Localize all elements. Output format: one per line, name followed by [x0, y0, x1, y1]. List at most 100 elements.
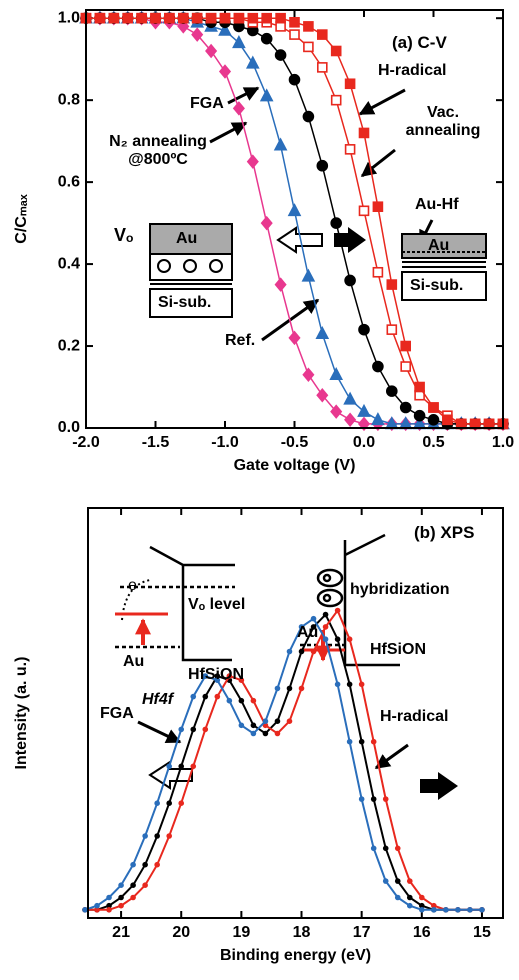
y-axis-label: Intensity (a. u.) [13, 657, 30, 770]
annotation: Si-sub. [158, 294, 212, 311]
marker [130, 894, 136, 901]
marker [419, 907, 425, 913]
marker [130, 861, 136, 868]
marker [190, 763, 197, 770]
marker [250, 730, 257, 737]
marker [288, 330, 301, 346]
marker [334, 607, 341, 614]
series [82, 615, 485, 913]
marker [386, 324, 398, 335]
marker [399, 401, 412, 414]
plot-frame [85, 9, 504, 429]
marker [274, 730, 281, 737]
marker [427, 414, 440, 426]
marker [218, 64, 232, 79]
marker [286, 648, 293, 655]
marker [330, 217, 343, 229]
marker [202, 693, 209, 700]
marker [154, 833, 160, 839]
marker [274, 277, 287, 292]
marker [94, 12, 106, 24]
marker [302, 367, 315, 382]
marker [259, 88, 274, 102]
marker [178, 726, 185, 733]
marker [136, 12, 147, 24]
annotation: HfSiON [188, 666, 244, 683]
marker [142, 833, 148, 839]
marker [82, 907, 88, 913]
marker [414, 381, 425, 393]
annotation: Au [297, 624, 319, 641]
x-tick-label: -1.0 [211, 434, 239, 451]
marker [226, 697, 233, 704]
marker [385, 385, 398, 397]
marker [372, 360, 384, 373]
x-tick-label: -0.5 [281, 434, 309, 451]
marker [288, 73, 301, 86]
marker [202, 726, 209, 733]
marker [316, 62, 328, 73]
marker [250, 722, 257, 729]
annotation: Hf4f [142, 691, 174, 708]
marker [406, 902, 413, 909]
series-line [84, 617, 482, 911]
marker [205, 12, 217, 24]
y-tick-label: 0.2 [58, 337, 80, 354]
x-tick-label: 17 [353, 924, 371, 941]
inset-vo [149, 223, 233, 318]
marker [226, 673, 233, 679]
marker [94, 902, 100, 909]
marker [274, 49, 287, 61]
marker [316, 159, 329, 172]
marker [344, 144, 356, 155]
marker [166, 800, 172, 806]
series-label: H-radical [380, 708, 449, 725]
x-axis-label: Binding energy (eV) [220, 947, 371, 964]
marker [310, 624, 317, 630]
marker [118, 882, 124, 888]
marker [322, 624, 329, 630]
marker [303, 41, 314, 53]
marker [344, 78, 356, 90]
annotation: Vₒ level [188, 596, 246, 613]
marker [428, 402, 439, 413]
x-tick-label: -2.0 [72, 434, 100, 451]
marker [419, 902, 425, 909]
marker [302, 110, 315, 123]
inset-auhf [401, 233, 487, 301]
marker [358, 127, 370, 139]
series-line [84, 612, 482, 911]
x-tick-label: 20 [172, 924, 190, 941]
marker [382, 845, 389, 852]
marker [232, 101, 245, 116]
x-axis-label: Gate voltage (V) [234, 457, 356, 474]
marker [370, 796, 377, 802]
marker [301, 268, 316, 282]
marker [118, 894, 124, 901]
annotation: Au-Hf [415, 196, 459, 213]
marker [400, 340, 412, 352]
marker [315, 326, 330, 340]
marker [238, 697, 245, 704]
marker [310, 615, 317, 622]
marker [154, 861, 160, 868]
chart-title: (a) C-V [392, 33, 447, 52]
marker [178, 800, 185, 806]
marker [298, 624, 305, 630]
y-tick-label: 0.6 [58, 173, 80, 190]
marker [274, 685, 281, 692]
annotation: Vₒ [114, 225, 134, 245]
marker [386, 279, 398, 290]
x-tick-label: 15 [473, 924, 491, 941]
marker [371, 412, 385, 426]
marker [287, 203, 302, 217]
marker [154, 800, 160, 806]
y-tick-label: 0.8 [58, 91, 80, 108]
marker [400, 361, 412, 372]
marker [286, 718, 293, 724]
marker [322, 611, 329, 618]
marker [122, 12, 133, 24]
marker [232, 35, 246, 49]
marker [106, 907, 112, 913]
marker [218, 22, 232, 36]
